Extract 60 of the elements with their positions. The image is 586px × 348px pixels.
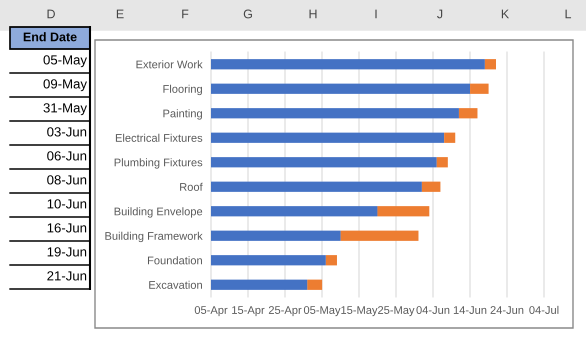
text: E [116, 10, 124, 18]
y-tick-label: Electrical Fixtures [116, 134, 202, 142]
bar [211, 280, 308, 290]
bar [307, 280, 322, 290]
text: 24-Jun [490, 306, 524, 314]
bar [211, 108, 459, 118]
text: 06-Jun [47, 151, 86, 161]
bar [422, 182, 440, 192]
text: 04-Jul [529, 306, 558, 314]
y-tick-label: Painting [163, 109, 202, 120]
text: 05-May [304, 306, 341, 316]
text: 05-May [44, 55, 87, 68]
bar [340, 230, 418, 241]
y-tick-label: Flooring [163, 84, 202, 96]
bar [326, 255, 337, 266]
bar [211, 59, 485, 70]
bar [211, 206, 378, 216]
y-tick-label: Building Framework [105, 232, 203, 242]
text: End Date [24, 32, 77, 42]
text: 04-Jun [416, 306, 450, 314]
y-tick-label: Roof [180, 182, 203, 191]
bar [444, 132, 456, 143]
text: 21-Jun [47, 271, 86, 281]
bar [470, 84, 489, 94]
text: 14-Jun [454, 306, 486, 314]
text: 05-Apr [194, 306, 228, 316]
text: 15-May [341, 306, 378, 316]
text: 31-May [44, 103, 87, 116]
text: 16-Jun [48, 223, 86, 233]
text: I [375, 10, 377, 18]
text: 08-Jun [47, 175, 86, 185]
y-tick-label: Building Envelope [114, 207, 202, 218]
bar [484, 59, 496, 70]
bar [211, 182, 422, 192]
bar [436, 157, 448, 168]
bar [458, 108, 478, 118]
text: D [48, 10, 55, 18]
text: 10-Jun [48, 199, 86, 209]
text: K [502, 10, 510, 18]
text: G [244, 10, 252, 18]
y-tick-label: Foundation [148, 256, 202, 264]
text: J [437, 10, 442, 18]
y-tick-label: Excavation [149, 280, 202, 289]
y-tick-label: Exterior Work [136, 60, 203, 68]
text: L [566, 10, 572, 18]
bar [377, 206, 430, 216]
bar [211, 255, 326, 266]
text: 03-Jun [47, 127, 86, 137]
text: 09-May [44, 79, 87, 92]
text: 25-Apr [268, 306, 302, 316]
bar [211, 132, 444, 143]
bar [211, 84, 470, 94]
bar [211, 230, 341, 241]
bar [211, 157, 437, 168]
text: 25-May [378, 306, 415, 316]
text: 19-Jun [48, 247, 86, 257]
y-tick-label: Plumbing Fixtures [114, 158, 202, 169]
text: 15-Apr [232, 306, 264, 316]
text: H [310, 10, 316, 18]
text: F [182, 10, 188, 18]
